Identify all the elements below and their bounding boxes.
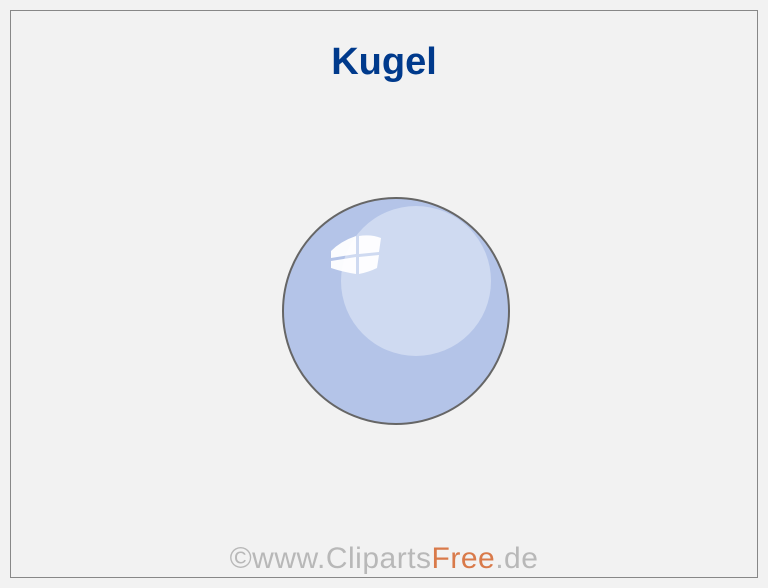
content-frame: Kugel — [10, 10, 758, 578]
sphere-icon — [281, 196, 511, 426]
watermark-highlight: Free — [432, 542, 496, 575]
watermark-prefix: ©www.Cliparts — [230, 542, 432, 575]
watermark-text: ©www.ClipartsFree.de — [230, 542, 539, 576]
page-title: Kugel — [331, 41, 437, 84]
watermark-suffix: .de — [495, 542, 538, 575]
sphere-graphic — [281, 196, 511, 426]
